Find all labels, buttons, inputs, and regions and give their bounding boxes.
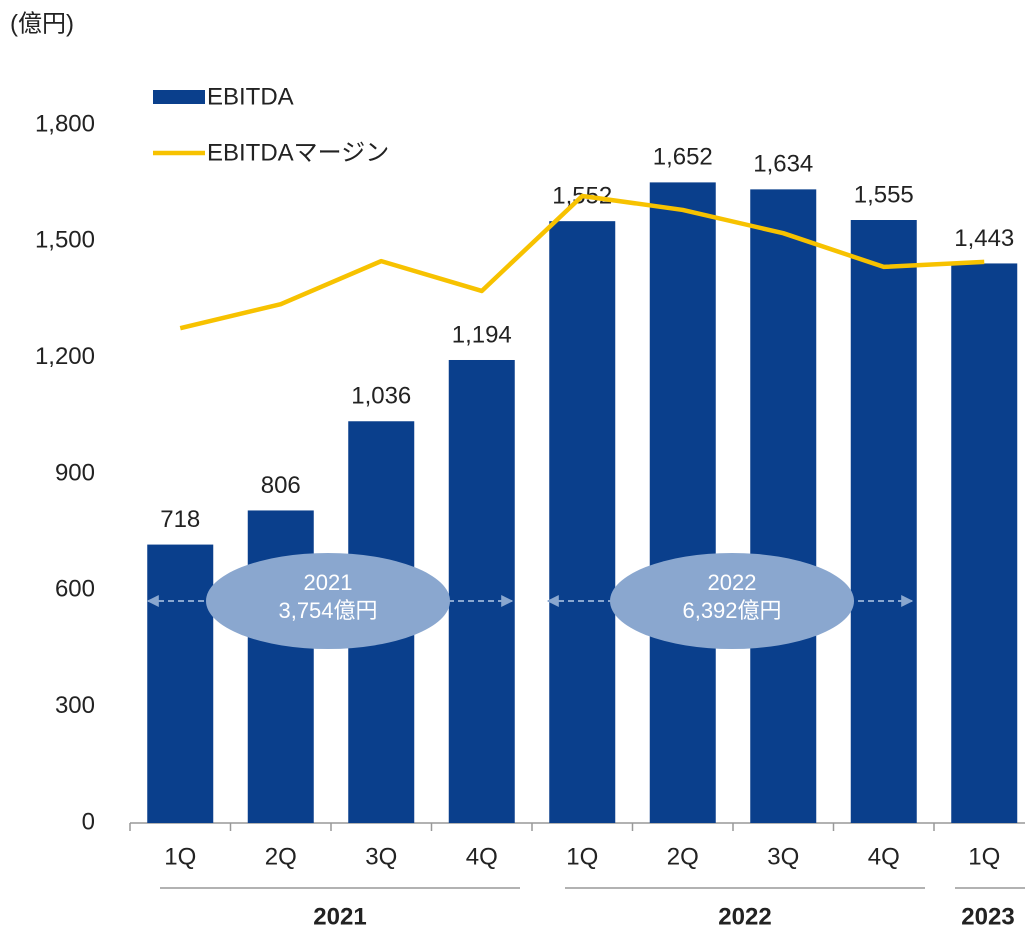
- x-tick-label: 4Q: [466, 843, 498, 870]
- x-tick-label: 4Q: [868, 843, 900, 870]
- x-tick-label: 2Q: [265, 843, 297, 870]
- bar: [549, 221, 616, 823]
- data-label: 1,555: [854, 181, 914, 208]
- bar: [951, 263, 1018, 824]
- legend-swatch: [153, 90, 205, 104]
- data-label: 1,652: [653, 144, 713, 171]
- x-tick-label: 1Q: [968, 843, 1000, 870]
- x-tick-label: 3Q: [365, 843, 397, 870]
- bar: [147, 544, 214, 823]
- y-tick-label: 600: [55, 576, 95, 603]
- data-label: 1,194: [452, 321, 512, 348]
- y-tick-label: 1,200: [35, 343, 95, 370]
- annotation-bubble: [610, 553, 854, 649]
- margin-line: [179, 193, 985, 331]
- y-tick-label: 900: [55, 459, 95, 486]
- data-label: 1,634: [753, 151, 813, 178]
- y-tick-label: 1,500: [35, 227, 95, 254]
- annotation-text: 3,754億円: [278, 598, 377, 623]
- legend-label: EBITDA: [207, 83, 294, 110]
- data-label: 806: [261, 472, 301, 499]
- x-tick-label: 2Q: [667, 843, 699, 870]
- data-label: 718: [160, 506, 200, 533]
- unit-label: (億円): [10, 10, 74, 37]
- x-tick-label: 3Q: [767, 843, 799, 870]
- data-label: 1,036: [351, 383, 411, 410]
- y-tick-label: 1,800: [35, 110, 95, 137]
- bar: [448, 359, 515, 823]
- annotation-text: 6,392億円: [682, 598, 781, 623]
- group-label: 2023: [961, 903, 1014, 930]
- x-tick-label: 1Q: [566, 843, 598, 870]
- annotation-bubble: [206, 553, 450, 649]
- annotation-title: 2022: [708, 570, 757, 595]
- y-tick-label: 0: [82, 808, 95, 835]
- bar: [850, 220, 917, 823]
- legend-label: EBITDAマージン: [207, 139, 389, 166]
- y-tick-label: 300: [55, 692, 95, 719]
- bar: [649, 182, 716, 823]
- annotation-title: 2021: [304, 570, 353, 595]
- group-label: 2021: [313, 903, 366, 930]
- data-label: 1,443: [954, 225, 1014, 252]
- x-tick-label: 1Q: [164, 843, 196, 870]
- group-label: 2022: [718, 903, 771, 930]
- bar: [750, 189, 817, 824]
